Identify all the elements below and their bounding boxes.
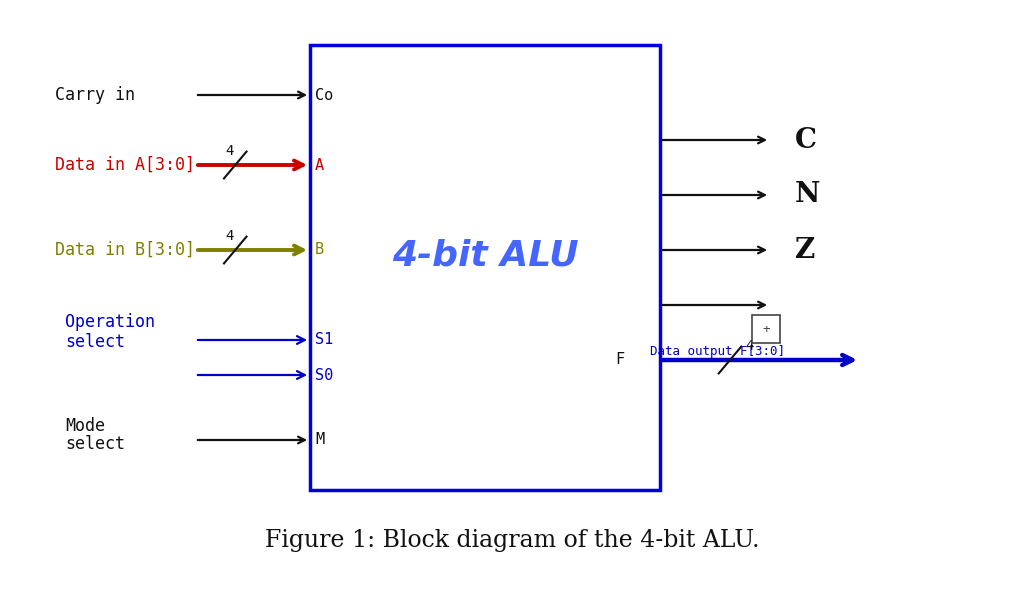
Text: Co: Co <box>315 87 333 102</box>
Bar <box>752 315 780 343</box>
Text: Data in B[3:0]: Data in B[3:0] <box>55 241 195 259</box>
Text: Figure 1: Block diagram of the 4-bit ALU.: Figure 1: Block diagram of the 4-bit ALU… <box>264 528 760 551</box>
Text: 4: 4 <box>225 229 233 243</box>
Text: +: + <box>762 323 770 336</box>
Text: A: A <box>315 157 325 173</box>
Text: 4-bit ALU: 4-bit ALU <box>392 239 579 272</box>
Text: C: C <box>795 126 817 154</box>
Text: M: M <box>315 432 325 448</box>
Text: 4: 4 <box>745 339 755 353</box>
Text: N: N <box>795 182 820 209</box>
Text: Data in A[3:0]: Data in A[3:0] <box>55 156 195 174</box>
Text: Mode: Mode <box>65 417 105 435</box>
Text: S0: S0 <box>315 367 333 382</box>
Text: Z: Z <box>795 237 815 264</box>
Text: Operation: Operation <box>65 313 155 331</box>
Text: Data output F[3:0]: Data output F[3:0] <box>650 345 785 358</box>
Text: B: B <box>315 243 325 257</box>
Bar <box>310 45 660 490</box>
Text: F: F <box>615 353 625 367</box>
Text: 4: 4 <box>225 144 233 158</box>
Text: select: select <box>65 435 125 453</box>
Text: select: select <box>65 333 125 351</box>
Text: Carry in: Carry in <box>55 86 135 104</box>
Text: S1: S1 <box>315 332 333 348</box>
